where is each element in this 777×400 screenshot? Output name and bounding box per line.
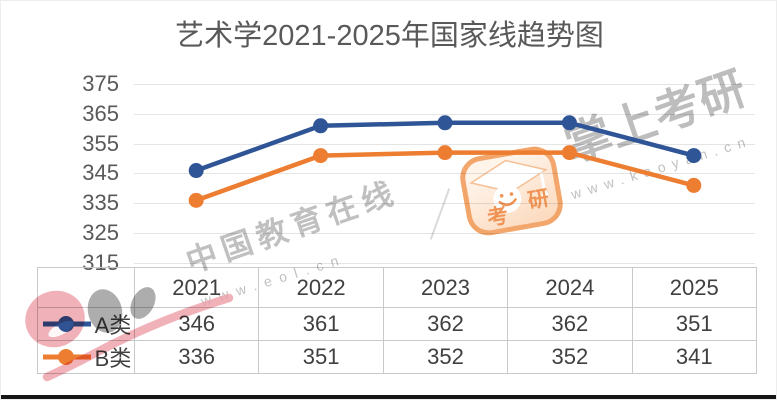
y-axis-tick: 325 [82,220,119,245]
year-header: 2024 [507,267,633,308]
y-axis-tick: 365 [82,101,119,126]
data-point-B类-2022 [313,148,329,164]
value-cell: 351 [258,340,384,374]
kaoyan-app-stamp-icon: 考 研 [456,143,567,239]
value-cell: 351 [631,307,757,341]
value-cell: 361 [258,307,384,341]
data-point-B类-2023 [437,145,453,161]
gridline [134,203,755,204]
graduation-cap-icon [469,159,549,213]
value-cell: 341 [631,340,757,374]
year-header: 2025 [631,267,757,308]
data-point-A类-2022 [313,118,329,134]
series-line-B类 [193,150,697,203]
data-point-A类-2025 [686,148,702,164]
gridline [134,114,755,115]
eol-watermark-text: 中国教育在线 [181,174,403,280]
stamp-char-kao: 考 [485,204,511,231]
gridline [134,173,755,174]
value-cell: 352 [507,340,633,374]
year-header: 2023 [382,267,509,308]
series-b-label: B类 [94,346,132,371]
table-row: B类 336 351 352 352 341 [37,340,757,374]
chart-title: 艺术学2021-2025年国家线趋势图 [175,20,604,52]
data-point-B类-2024 [561,145,577,161]
stamp-char-yan: 研 [526,186,551,214]
watermark-divider [429,188,451,240]
legend-cell-series-b: B类 [37,340,135,374]
value-cell: 346 [133,307,260,341]
legend-cell-series-a: A类 [37,307,135,341]
y-axis-tick: 335 [82,190,119,215]
year-header: 2022 [258,267,384,308]
data-point-A类-2023 [437,115,453,131]
series-a-label: A类 [94,313,132,338]
data-table: 2021 2022 2023 2024 2025 A类 346 361 362 … [37,267,757,374]
data-point-B类-2025 [686,177,702,193]
window-bottom-edge [1,395,776,399]
value-cell: 362 [382,307,509,341]
gridline [134,263,755,264]
kaoyan-watermark-url: www.kaoyan.cn [569,131,754,203]
legend-header-cell [37,267,135,308]
y-axis-tick: 375 [82,71,119,96]
value-cell: 352 [382,340,509,374]
gridline [134,233,755,234]
value-cell: 336 [133,340,260,374]
table-row: A类 346 361 362 362 351 [37,307,757,341]
y-axis-tick: 345 [82,160,119,185]
value-cell: 362 [507,307,633,341]
data-point-A类-2021 [188,163,204,179]
series-a-legend-marker-icon [42,316,91,332]
gridline [134,84,755,85]
y-axis-tick: 355 [82,131,119,156]
series-b-legend-marker-icon [42,349,91,365]
series-line-A类 [193,120,697,173]
data-point-A类-2024 [561,115,577,131]
gridline [134,144,755,145]
data-point-B类-2021 [188,192,204,208]
year-header: 2021 [133,267,260,308]
table-header-row: 2021 2022 2023 2024 2025 [37,267,757,308]
